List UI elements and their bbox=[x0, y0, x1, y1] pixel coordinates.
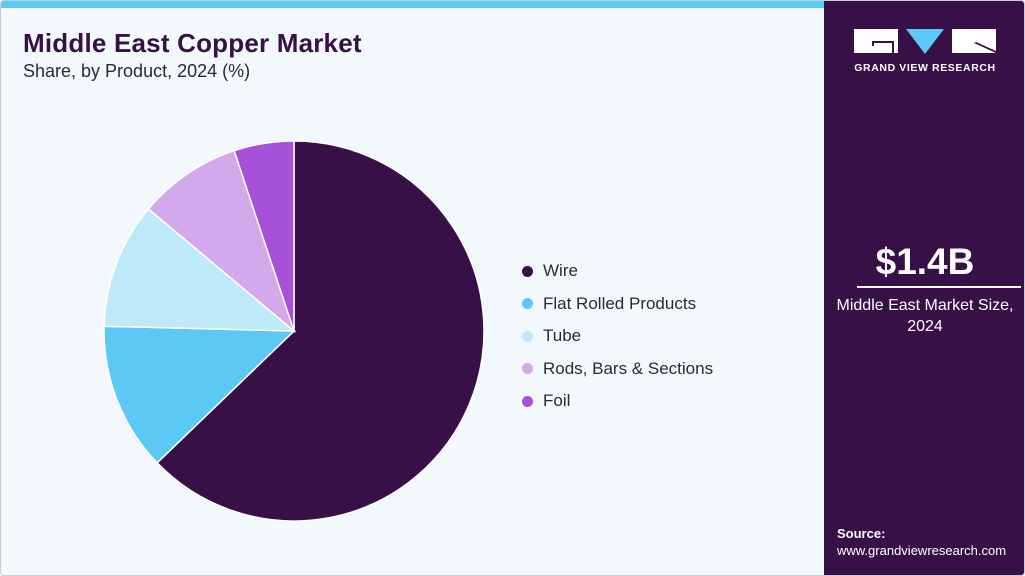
chart-subtitle: Share, by Product, 2024 (%) bbox=[23, 61, 251, 81]
legend-dot-icon bbox=[522, 330, 533, 342]
legend-item-flat-rolled: Flat Rolled Products bbox=[522, 288, 713, 321]
legend-item-tube: Tube bbox=[522, 320, 713, 353]
chart-title: Middle East Copper Market bbox=[23, 28, 362, 58]
source-link[interactable]: www.grandviewresearch.com bbox=[837, 543, 1007, 558]
pie-slice-rods-bars-sections bbox=[147, 149, 296, 334]
sidebar-panel: GRAND VIEW RESEARCH $1.4B Middle East Ma… bbox=[824, 1, 1024, 575]
legend-label: Rods, Bars & Sections bbox=[543, 358, 714, 378]
market-size-label: Middle East Market Size, 2024 bbox=[836, 297, 1014, 335]
legend-label: Wire bbox=[543, 261, 578, 281]
divider bbox=[857, 286, 1021, 288]
accent-bar bbox=[1, 1, 824, 8]
pie-slice-tube bbox=[103, 207, 297, 332]
pie-slice-foil bbox=[233, 140, 295, 332]
legend-dot-icon bbox=[522, 265, 533, 277]
gvr-logo-icon bbox=[854, 29, 996, 54]
legend-dot-icon bbox=[522, 395, 533, 407]
market-size-value: $1.4B bbox=[875, 241, 975, 282]
pie-chart bbox=[103, 140, 485, 522]
pie-slice-flat-rolled-products bbox=[103, 325, 296, 464]
legend-dot-icon bbox=[522, 363, 533, 375]
legend: Wire Flat Rolled Products Tube Rods, Bar… bbox=[522, 255, 713, 418]
legend-item-wire: Wire bbox=[522, 255, 713, 288]
source-label: Source: bbox=[837, 526, 886, 541]
pie-slice-wire bbox=[156, 140, 485, 522]
legend-item-rods: Rods, Bars & Sections bbox=[522, 353, 713, 386]
legend-label: Tube bbox=[543, 326, 582, 346]
brand-name: GRAND VIEW RESEARCH bbox=[854, 62, 996, 74]
legend-item-foil: Foil bbox=[522, 385, 713, 418]
legend-label: Foil bbox=[543, 391, 571, 411]
legend-label: Flat Rolled Products bbox=[543, 293, 697, 313]
legend-dot-icon bbox=[522, 298, 533, 310]
